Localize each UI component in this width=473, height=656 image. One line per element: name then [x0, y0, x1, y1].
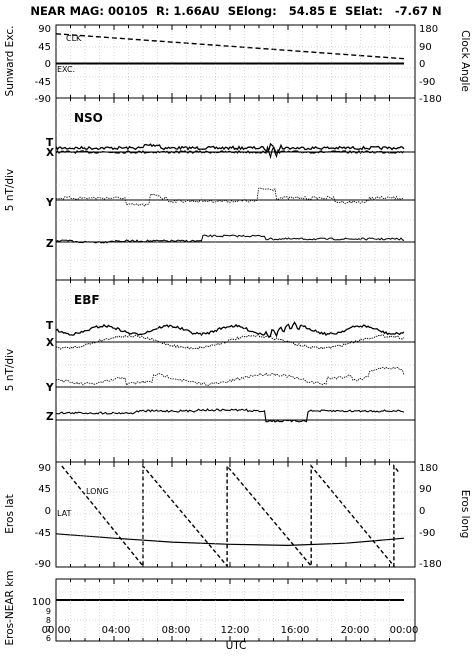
panel-ebf-frame — [55, 279, 416, 463]
distance-ytick: 8 — [46, 616, 51, 625]
sunward-ytick: 90 — [38, 24, 51, 35]
nso-z-trace — [55, 234, 405, 244]
x-tick-marks — [70, 25, 390, 641]
ebf-component-y: Y — [45, 382, 54, 394]
ebf-component-x: X — [46, 337, 54, 349]
eros-y2label: Eros long — [459, 490, 471, 539]
sunward-y2tick: 90 — [419, 42, 432, 53]
eros-y2tick: 180 — [419, 463, 438, 474]
sunward-y2tick: 180 — [419, 24, 438, 35]
distance-ytick: 100 — [32, 597, 51, 608]
panel-sunward-frame — [55, 24, 416, 99]
sunward-y2tick: -90 — [419, 77, 435, 88]
lat-series-label: LAT — [57, 509, 71, 518]
eros-y2tick: 0 — [419, 506, 425, 517]
sunward-y2label: Clock Angle — [459, 30, 471, 92]
ebf-reference-lines — [56, 341, 415, 421]
eros-ytick: -45 — [35, 528, 51, 539]
distance-ytick: 7 — [46, 625, 51, 634]
sunward-y2ticks: 180 90 0 -90 -180 — [419, 24, 442, 105]
eros-ylabel: Eros lat — [4, 494, 16, 533]
exc-series-label: EXC. — [57, 65, 75, 74]
sunward-y2tick: -180 — [419, 94, 442, 105]
gridlines — [56, 25, 415, 641]
eros-ytick: 45 — [38, 484, 51, 495]
panel-eros-frame — [55, 461, 416, 568]
eros-y2tick: -180 — [419, 559, 442, 570]
x-tick-label: 12:00 — [221, 625, 250, 636]
eros-ytick: -90 — [35, 559, 51, 570]
eros-yticks: 90 45 0 -45 -90 — [35, 463, 51, 570]
x-tick-label: 16:00 — [281, 625, 310, 636]
panel-nso-frame — [55, 97, 416, 281]
ebf-component-t: T — [46, 320, 54, 332]
eros-ytick: 90 — [38, 463, 51, 474]
distance-ytick: 9 — [46, 607, 51, 616]
distance-ytick: 6 — [46, 634, 51, 643]
ebf-ylabel: 5 nT/div — [4, 349, 16, 391]
ebf-component-z: Z — [46, 411, 54, 423]
x-tick-label: 00:00 — [390, 625, 419, 636]
chart-title: NEAR MAG: 00105 R: 1.66AU SElong: 54.85 … — [30, 4, 441, 18]
nso-component-y: Y — [45, 197, 54, 209]
sunward-yticks: 90 45 0 -45 -90 — [35, 24, 51, 105]
x-tick-label: 08:00 — [162, 625, 191, 636]
nso-panel-label: NSO — [74, 111, 103, 125]
x-tick-labels: 00:00 04:00 08:00 12:00 16:00 20:00 00:0… — [42, 625, 419, 636]
x-tick-label: 04:00 — [102, 625, 131, 636]
nso-reference-lines — [56, 151, 415, 243]
eros-y2tick: -90 — [419, 528, 435, 539]
eros-y2ticks: 180 90 0 -90 -180 — [419, 463, 442, 570]
nso-component-x: X — [46, 147, 54, 159]
nso-component-t: T — [46, 137, 54, 149]
panel-distance-frame — [55, 578, 416, 642]
eros-ytick: 0 — [45, 506, 51, 517]
distance-ylabel: Eros-NEAR km — [4, 570, 16, 645]
clk-series-label: CLK — [66, 34, 82, 43]
sunward-ytick: 0 — [45, 59, 51, 70]
x-axis-label: UTC — [226, 640, 247, 652]
long-series-label: LONG — [86, 487, 109, 496]
nso-component-z: Z — [46, 238, 54, 250]
nso-ylabel: 5 nT/div — [4, 169, 16, 211]
sunward-ytick: -45 — [35, 77, 51, 88]
eros-y2tick: 90 — [419, 484, 432, 495]
sunward-ytick: 45 — [38, 42, 51, 53]
sunward-ylabel: Sunward Exc. — [4, 26, 16, 97]
x-tick-label: 00:00 — [42, 625, 71, 636]
sunward-ytick: -90 — [35, 94, 51, 105]
sunward-y2tick: 0 — [419, 59, 425, 70]
x-tick-label: 20:00 — [341, 625, 370, 636]
distance-yticks: 100 9 8 7 6 — [32, 597, 51, 643]
